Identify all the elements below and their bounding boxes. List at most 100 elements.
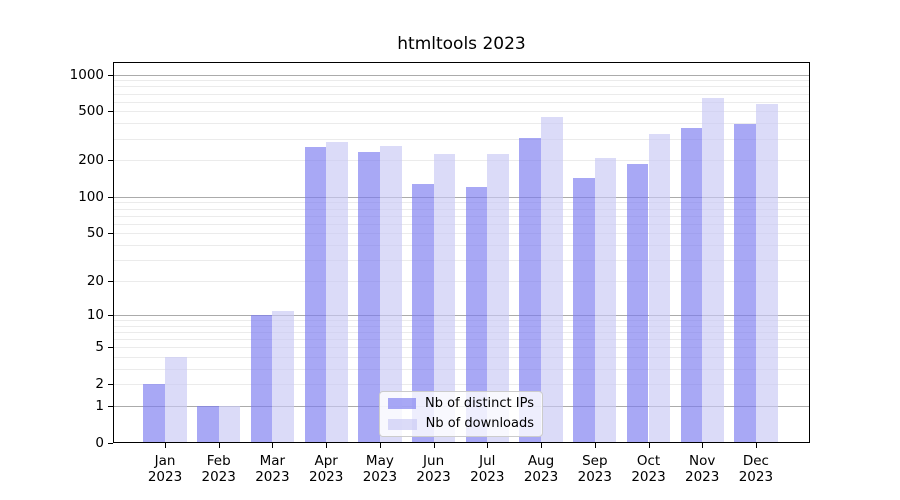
y-tick-label-20: 20 — [86, 272, 104, 289]
chart-title: htmltools 2023 — [397, 34, 526, 54]
y-tick-label-0: 0 — [95, 435, 104, 451]
x-tick-mark-oct — [648, 443, 650, 448]
bar-distinct-ips-apr — [304, 146, 327, 443]
gridline-minor-4 — [113, 357, 810, 359]
bar-downloads-apr — [326, 142, 348, 443]
bar-distinct-ips-sep — [573, 177, 595, 443]
x-tick-month-mar: Mar — [259, 453, 286, 469]
bar-downloads-mar — [272, 310, 295, 443]
x-tick-label-oct: Oct 2023 — [617, 453, 681, 485]
bar-distinct-ips-dec — [734, 123, 756, 443]
legend: Nb of distinct IPs Nb of downloads — [379, 391, 543, 437]
x-tick-year-oct: 2023 — [631, 469, 666, 485]
x-tick-mark-feb — [218, 443, 220, 448]
x-tick-year-sep: 2023 — [577, 469, 612, 485]
x-tick-month-jul: Jul — [479, 453, 496, 469]
bar-downloads-jan — [165, 357, 187, 443]
legend-item-downloads: Nb of downloads — [388, 416, 534, 434]
gridline-minor-50 — [113, 233, 810, 235]
x-tick-year-jun: 2023 — [416, 469, 451, 485]
bar-distinct-ips-aug — [519, 137, 541, 443]
y-tick-label-200: 200 — [78, 152, 104, 169]
gridline-minor-40 — [113, 244, 810, 246]
gridline-major-100 — [113, 196, 810, 198]
gridline-minor-400 — [113, 123, 810, 125]
gridline-minor-70 — [113, 215, 810, 217]
x-tick-year-mar: 2023 — [255, 469, 290, 485]
x-tick-label-feb: Feb 2023 — [187, 453, 251, 485]
x-tick-month-nov: Nov — [689, 453, 716, 469]
gridline-major-10 — [113, 315, 810, 317]
x-tick-label-sep: Sep 2023 — [563, 453, 627, 485]
gridline-minor-900 — [113, 80, 810, 82]
bar-downloads-aug — [541, 117, 563, 443]
bar-downloads-may — [379, 145, 402, 443]
gridline-minor-5 — [113, 347, 810, 349]
y-tick-label-10: 10 — [86, 307, 104, 324]
bar-distinct-ips-jan — [143, 384, 165, 443]
gridline-minor-7 — [113, 332, 810, 334]
bar-downloads-nov — [702, 98, 724, 443]
x-tick-mark-mar — [272, 443, 274, 448]
bar-downloads-feb — [218, 406, 241, 443]
gridline-minor-200 — [113, 160, 810, 162]
plot-area — [113, 62, 810, 443]
bar-distinct-ips-jun — [411, 183, 434, 443]
x-tick-mark-nov — [702, 443, 704, 448]
gridline-minor-9 — [113, 320, 810, 322]
x-tick-label-mar: Mar 2023 — [240, 453, 304, 485]
x-tick-label-aug: Aug 2023 — [509, 453, 573, 485]
x-tick-mark-jul — [487, 443, 489, 448]
y-tick-label-1: 1 — [95, 398, 104, 414]
x-tick-mark-may — [379, 443, 381, 448]
x-tick-month-jun: Jun — [423, 453, 445, 469]
x-tick-mark-jan — [165, 443, 166, 448]
x-tick-month-aug: Aug — [527, 453, 555, 469]
y-tick-label-2: 2 — [95, 376, 104, 393]
x-tick-label-dec: Dec 2023 — [724, 453, 788, 485]
bar-distinct-ips-mar — [250, 315, 273, 443]
x-tick-label-apr: Apr 2023 — [294, 453, 358, 485]
gridline-minor-90 — [113, 202, 810, 204]
x-tick-mark-aug — [541, 443, 542, 448]
x-tick-label-may: May 2023 — [348, 453, 412, 485]
y-tick-label-50: 50 — [86, 225, 104, 242]
gridline-minor-700 — [113, 93, 810, 95]
x-tick-year-feb: 2023 — [201, 469, 236, 485]
x-tick-year-dec: 2023 — [738, 469, 774, 485]
x-tick-year-jul: 2023 — [470, 469, 505, 485]
y-tick-label-100: 100 — [78, 188, 104, 205]
x-tick-year-jan: 2023 — [147, 469, 183, 485]
bar-distinct-ips-feb — [197, 406, 219, 443]
bar-distinct-ips-oct — [626, 164, 649, 443]
y-tick-mark-0 — [108, 443, 113, 444]
x-tick-month-dec: Dec — [742, 453, 769, 469]
gridline-minor-800 — [113, 86, 810, 88]
gridline-minor-30 — [113, 259, 810, 261]
gridline-minor-6 — [113, 339, 810, 341]
x-tick-mark-jun — [433, 443, 435, 448]
gridline-minor-60 — [113, 223, 810, 225]
x-tick-month-oct: Oct — [636, 453, 661, 469]
x-tick-month-feb: Feb — [206, 453, 231, 469]
legend-swatch-distinct-ips-icon — [388, 398, 417, 410]
x-tick-mark-sep — [594, 443, 596, 448]
bar-downloads-sep — [594, 157, 617, 443]
legend-label-downloads: Nb of downloads — [425, 416, 534, 432]
legend-item-distinct-ips: Nb of distinct IPs — [388, 395, 534, 413]
x-tick-label-jun: Jun 2023 — [402, 453, 466, 485]
x-tick-month-sep: Sep — [582, 453, 608, 469]
bar-distinct-ips-may — [358, 151, 380, 443]
bar-distinct-ips-nov — [680, 127, 703, 443]
gridline-minor-2 — [113, 384, 810, 386]
x-tick-label-nov: Nov 2023 — [670, 453, 734, 485]
x-tick-month-jan: Jan — [154, 453, 176, 469]
bar-downloads-dec — [755, 103, 778, 443]
x-tick-mark-apr — [326, 443, 328, 448]
gridline-minor-20 — [113, 280, 810, 282]
bar-downloads-jun — [433, 153, 456, 443]
x-tick-month-apr: Apr — [314, 453, 338, 469]
gridline-minor-3 — [113, 369, 810, 371]
bar-distinct-ips-jul — [465, 187, 488, 443]
